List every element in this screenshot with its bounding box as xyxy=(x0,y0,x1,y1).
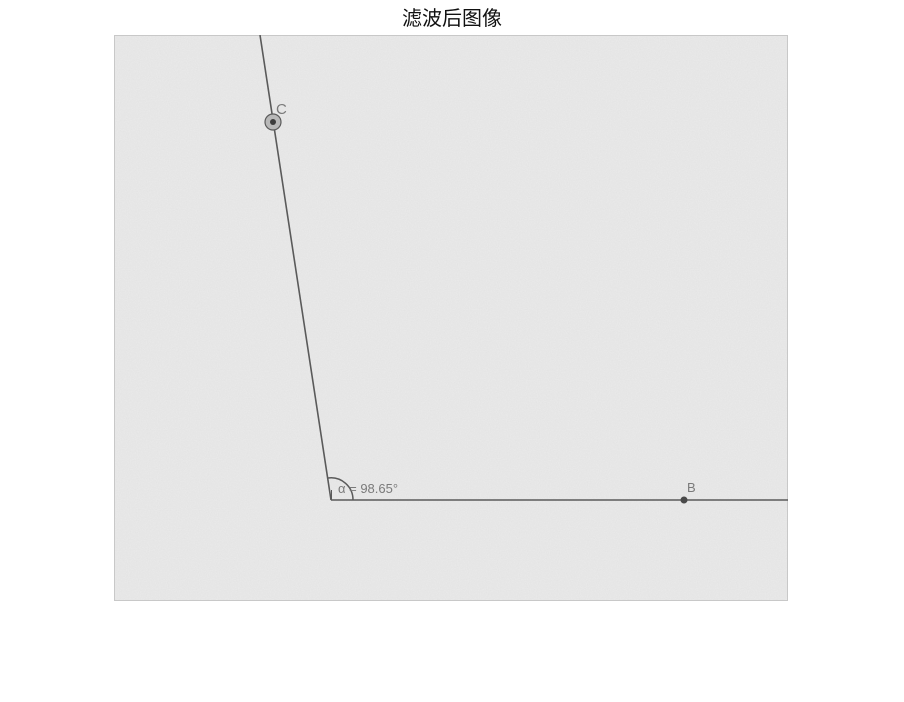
filtered-image: α = 98.65° C B xyxy=(114,35,788,601)
point-b-label: B xyxy=(687,480,696,495)
point-c-label: C xyxy=(276,101,287,118)
image-noise-texture xyxy=(114,35,788,601)
point-c-marker xyxy=(270,119,276,125)
angle-arc-ticks xyxy=(331,490,332,500)
angle-label: α = 98.65° xyxy=(338,481,398,496)
point-b-marker xyxy=(680,496,688,504)
ray-to-c xyxy=(259,35,332,501)
angle-arc xyxy=(327,477,354,501)
image-border xyxy=(114,35,788,601)
figure-title: 滤波后图像 xyxy=(402,6,502,30)
